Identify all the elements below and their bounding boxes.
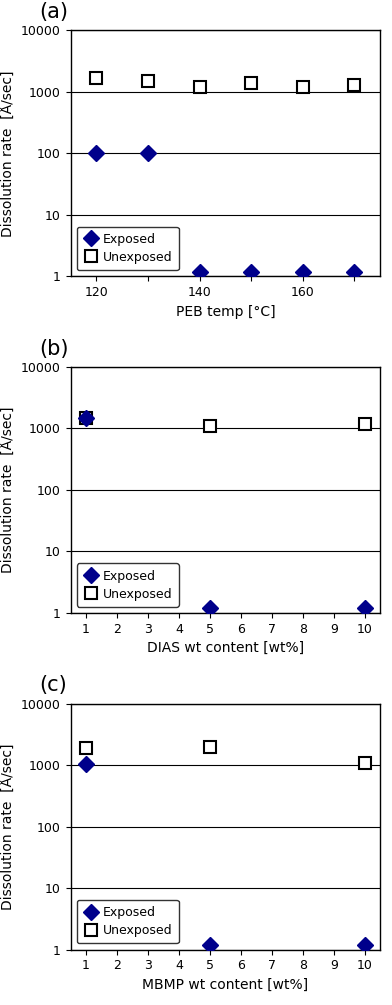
X-axis label: PEB temp [°C]: PEB temp [°C]	[176, 305, 275, 319]
Unexposed	[84, 411, 89, 423]
Legend: Exposed, Unexposed: Exposed, Unexposed	[77, 563, 179, 607]
Unexposed	[146, 74, 151, 86]
Exposed	[84, 411, 89, 423]
Legend: Exposed, Unexposed: Exposed, Unexposed	[77, 899, 179, 944]
Text: (c): (c)	[39, 675, 67, 695]
Text: (b): (b)	[39, 339, 69, 359]
Unexposed	[208, 420, 212, 432]
Y-axis label: Dissolution rate  [Å/sec]: Dissolution rate [Å/sec]	[0, 407, 15, 573]
Line: Exposed: Exposed	[80, 758, 370, 951]
Line: Unexposed: Unexposed	[91, 72, 360, 92]
Unexposed	[84, 742, 89, 754]
Exposed	[146, 147, 151, 159]
Line: Unexposed: Unexposed	[80, 741, 370, 768]
Line: Unexposed: Unexposed	[80, 412, 370, 431]
Unexposed	[300, 80, 305, 92]
Unexposed	[197, 80, 202, 92]
Line: Exposed: Exposed	[80, 412, 370, 614]
Exposed	[197, 265, 202, 277]
Text: (a): (a)	[39, 2, 68, 22]
Exposed	[208, 939, 212, 951]
Exposed	[352, 265, 357, 277]
Exposed	[249, 265, 254, 277]
Y-axis label: Dissolution rate  [Å/sec]: Dissolution rate [Å/sec]	[0, 70, 15, 236]
Unexposed	[94, 71, 99, 83]
X-axis label: MBMP wt content [wt%]: MBMP wt content [wt%]	[142, 978, 309, 992]
Exposed	[94, 147, 99, 159]
Exposed	[363, 939, 367, 951]
Line: Exposed: Exposed	[91, 148, 360, 277]
Exposed	[300, 265, 305, 277]
Unexposed	[363, 757, 367, 769]
Y-axis label: Dissolution rate  [Å/sec]: Dissolution rate [Å/sec]	[0, 744, 15, 910]
Unexposed	[363, 417, 367, 429]
Exposed	[208, 602, 212, 614]
X-axis label: DIAS wt content [wt%]: DIAS wt content [wt%]	[147, 641, 304, 655]
Legend: Exposed, Unexposed: Exposed, Unexposed	[77, 226, 179, 270]
Unexposed	[352, 78, 357, 90]
Exposed	[84, 758, 89, 770]
Unexposed	[208, 741, 212, 753]
Unexposed	[249, 76, 254, 88]
Exposed	[363, 602, 367, 614]
